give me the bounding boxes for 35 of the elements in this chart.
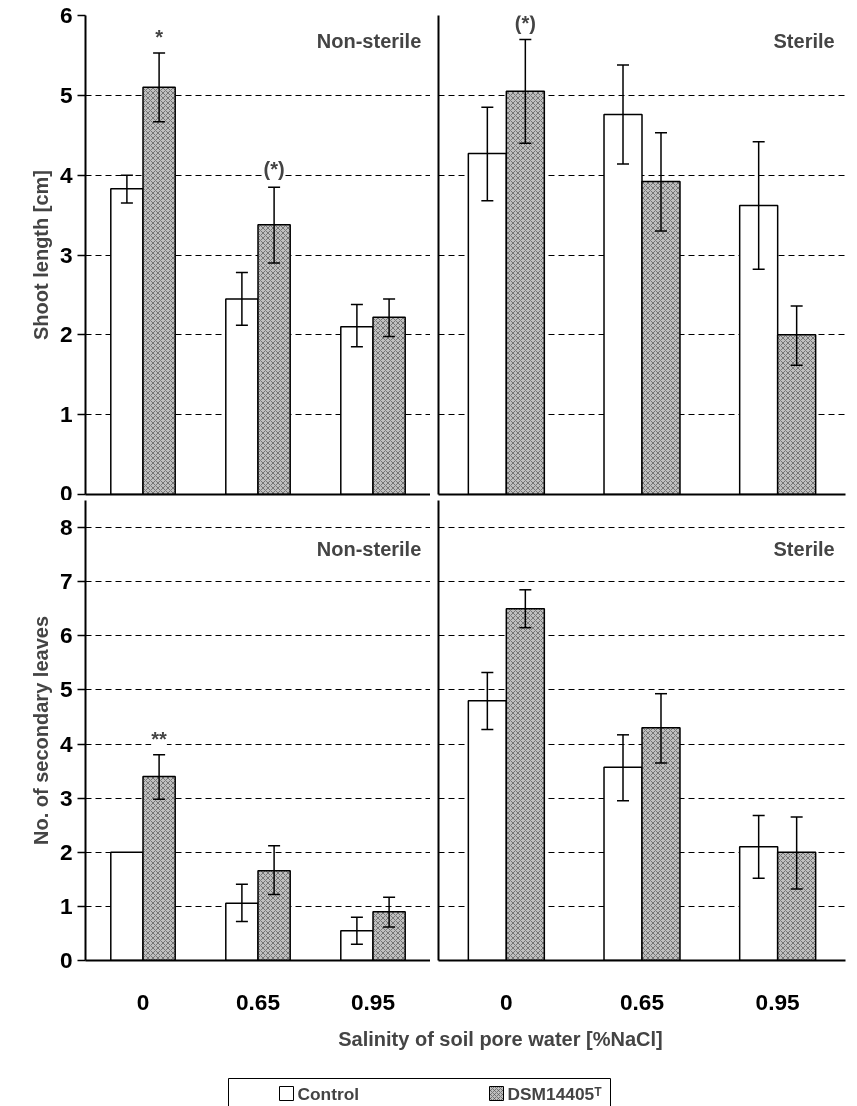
x-axis-title: Salinity of soil pore water [%NaCl] xyxy=(338,1027,663,1050)
y-axis-title: No. of secondary leaves xyxy=(29,616,52,845)
y-tick-label: 1 xyxy=(59,401,73,428)
y-tick-label: 2 xyxy=(59,321,73,348)
y-tick-label: 4 xyxy=(59,161,73,188)
y-tick-label: 3 xyxy=(59,241,73,268)
y-tick-label: 2 xyxy=(59,838,73,865)
legend-label: Control xyxy=(297,1083,360,1104)
text: Non-sterile xyxy=(316,29,422,52)
annotation: * xyxy=(155,25,164,48)
x-tick-label: 0.95 xyxy=(350,988,396,1015)
y-tick-label: 4 xyxy=(59,730,73,757)
y-tick-label: 8 xyxy=(59,514,73,541)
y-tick-label: 6 xyxy=(59,2,73,28)
y-tick-label: 0 xyxy=(59,479,73,506)
y-tick-label: 3 xyxy=(59,784,73,811)
y-tick-label: 1 xyxy=(59,892,73,919)
x-tick-label: 0 xyxy=(500,988,513,1015)
annotation: (*) xyxy=(263,157,285,180)
text: Sterile xyxy=(773,29,835,52)
annotation: (*) xyxy=(514,12,536,35)
x-tick-label: 0 xyxy=(136,988,150,1015)
text: Non-sterile xyxy=(316,537,422,560)
y-tick-label: 7 xyxy=(59,568,73,595)
x-tick-label: 0.65 xyxy=(619,988,665,1015)
y-tick-label: 6 xyxy=(59,622,73,649)
text: Sterile xyxy=(773,537,835,560)
x-tick-label: 0.95 xyxy=(755,988,800,1015)
annotation: ** xyxy=(151,728,168,751)
x-tick-label: 0.65 xyxy=(235,988,281,1015)
y-tick-label: 5 xyxy=(59,676,73,703)
legend-label: DSM14405ᵀ xyxy=(507,1083,603,1104)
y-tick-label: 0 xyxy=(59,947,73,973)
y-axis-title: Shoot length [cm] xyxy=(29,170,52,340)
y-tick-label: 5 xyxy=(59,81,73,108)
